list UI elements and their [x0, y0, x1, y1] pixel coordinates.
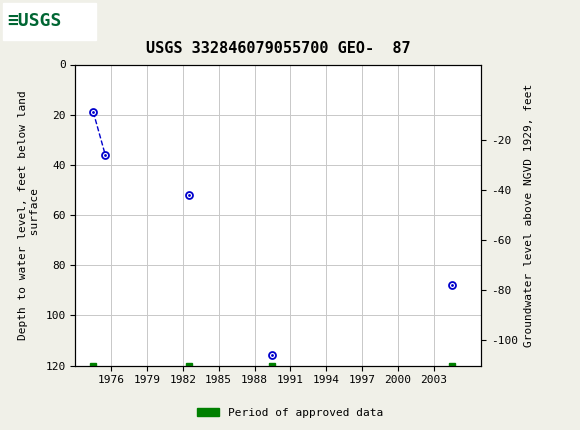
Y-axis label: Groundwater level above NGVD 1929, feet: Groundwater level above NGVD 1929, feet: [524, 83, 534, 347]
Legend: Period of approved data: Period of approved data: [193, 403, 387, 422]
Y-axis label: Depth to water level, feet below land
 surface: Depth to water level, feet below land su…: [19, 90, 40, 340]
FancyBboxPatch shape: [3, 3, 96, 40]
Title: USGS 332846079055700 GEO-  87: USGS 332846079055700 GEO- 87: [146, 41, 411, 56]
Text: ≡USGS: ≡USGS: [8, 12, 62, 31]
